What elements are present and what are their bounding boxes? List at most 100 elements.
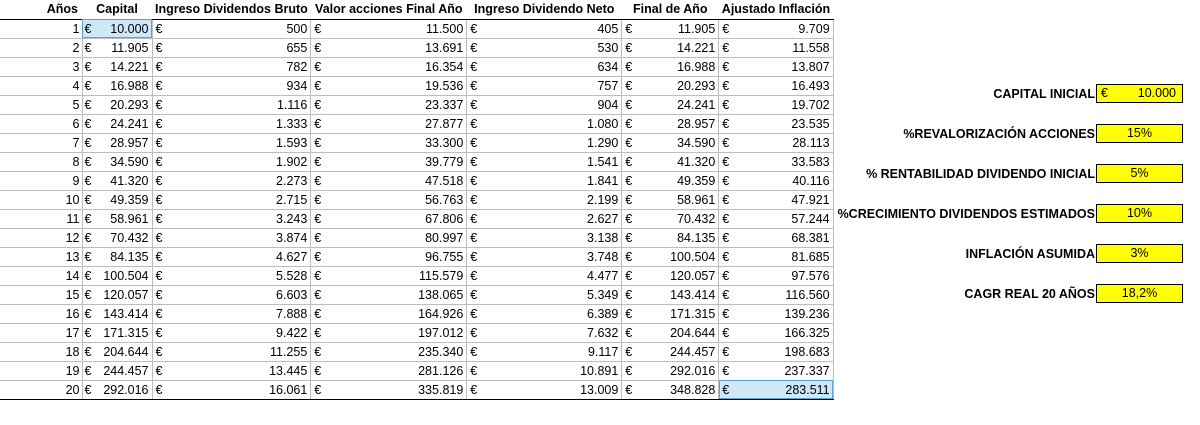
dividendos-bruto-cell[interactable]: €655 — [151, 37, 312, 58]
capital-cell[interactable]: €100.504 — [81, 265, 153, 286]
dividendo-neto-cell[interactable]: €10.891 — [466, 360, 623, 381]
final-ano-cell[interactable]: €16.988 — [621, 56, 720, 77]
valor-acciones-cell[interactable]: €47.518 — [310, 170, 468, 191]
final-ano-cell[interactable]: €84.135 — [621, 227, 720, 248]
ajustado-inflacion-cell[interactable]: €19.702 — [718, 94, 834, 115]
dividendos-bruto-cell[interactable]: €9.422 — [151, 322, 312, 343]
valor-acciones-cell[interactable]: €19.536 — [310, 75, 468, 96]
ajustado-inflacion-cell[interactable]: €283.511 — [718, 379, 834, 400]
year-cell[interactable]: 13 — [0, 246, 83, 267]
capital-cell[interactable]: €292.016 — [81, 379, 153, 400]
year-cell[interactable]: 1 — [0, 18, 83, 39]
dividendo-neto-cell[interactable]: €634 — [466, 56, 623, 77]
dividendo-neto-cell[interactable]: €405 — [466, 18, 623, 39]
dividendos-bruto-cell[interactable]: €3.874 — [151, 227, 312, 248]
final-ano-cell[interactable]: €41.320 — [621, 151, 720, 172]
year-cell[interactable]: 3 — [0, 56, 83, 77]
dividendo-neto-cell[interactable]: €2.199 — [466, 189, 623, 210]
final-ano-cell[interactable]: €11.905 — [621, 18, 720, 39]
dividendo-neto-cell[interactable]: €1.841 — [466, 170, 623, 191]
header-dividendos-bruto[interactable]: Ingreso Dividendos Bruto — [152, 0, 311, 20]
dividendos-bruto-cell[interactable]: €7.888 — [151, 303, 312, 324]
final-ano-cell[interactable]: €70.432 — [621, 208, 720, 229]
year-cell[interactable]: 19 — [0, 360, 83, 381]
ajustado-inflacion-cell[interactable]: €47.921 — [718, 189, 834, 210]
capital-cell[interactable]: €28.957 — [81, 132, 153, 153]
final-ano-cell[interactable]: €204.644 — [621, 322, 720, 343]
param-value-cell[interactable]: 15% — [1096, 124, 1183, 143]
dividendos-bruto-cell[interactable]: €1.333 — [151, 113, 312, 134]
final-ano-cell[interactable]: €348.828 — [621, 379, 720, 400]
capital-cell[interactable]: €34.590 — [81, 151, 153, 172]
valor-acciones-cell[interactable]: €11.500 — [310, 18, 468, 39]
dividendo-neto-cell[interactable]: €757 — [466, 75, 623, 96]
ajustado-inflacion-cell[interactable]: €68.381 — [718, 227, 834, 248]
dividendo-neto-cell[interactable]: €1.290 — [466, 132, 623, 153]
param-value-cell[interactable]: 3% — [1096, 244, 1183, 263]
dividendos-bruto-cell[interactable]: €2.715 — [151, 189, 312, 210]
valor-acciones-cell[interactable]: €197.012 — [310, 322, 468, 343]
final-ano-cell[interactable]: €244.457 — [621, 341, 720, 362]
dividendos-bruto-cell[interactable]: €1.902 — [151, 151, 312, 172]
dividendos-bruto-cell[interactable]: €1.116 — [151, 94, 312, 115]
dividendos-bruto-cell[interactable]: €934 — [151, 75, 312, 96]
capital-cell[interactable]: €143.414 — [81, 303, 153, 324]
capital-cell[interactable]: €120.057 — [81, 284, 153, 305]
param-value-cell[interactable]: 5% — [1096, 164, 1183, 183]
dividendos-bruto-cell[interactable]: €5.528 — [151, 265, 312, 286]
valor-acciones-cell[interactable]: €235.340 — [310, 341, 468, 362]
valor-acciones-cell[interactable]: €80.997 — [310, 227, 468, 248]
year-cell[interactable]: 7 — [0, 132, 83, 153]
year-cell[interactable]: 4 — [0, 75, 83, 96]
year-cell[interactable]: 9 — [0, 170, 83, 191]
ajustado-inflacion-cell[interactable]: €16.493 — [718, 75, 834, 96]
dividendos-bruto-cell[interactable]: €782 — [151, 56, 312, 77]
final-ano-cell[interactable]: €100.504 — [621, 246, 720, 267]
ajustado-inflacion-cell[interactable]: €116.560 — [718, 284, 834, 305]
year-cell[interactable]: 12 — [0, 227, 83, 248]
ajustado-inflacion-cell[interactable]: €40.116 — [718, 170, 834, 191]
final-ano-cell[interactable]: €171.315 — [621, 303, 720, 324]
dividendo-neto-cell[interactable]: €6.389 — [466, 303, 623, 324]
valor-acciones-cell[interactable]: €96.755 — [310, 246, 468, 267]
header-ajustado-inflacion[interactable]: Ajustado Inflación — [718, 0, 834, 20]
year-cell[interactable]: 11 — [0, 208, 83, 229]
dividendo-neto-cell[interactable]: €7.632 — [466, 322, 623, 343]
capital-cell[interactable]: €16.988 — [81, 75, 153, 96]
ajustado-inflacion-cell[interactable]: €237.337 — [718, 360, 834, 381]
final-ano-cell[interactable]: €14.221 — [621, 37, 720, 58]
capital-cell[interactable]: €171.315 — [81, 322, 153, 343]
final-ano-cell[interactable]: €143.414 — [621, 284, 720, 305]
dividendos-bruto-cell[interactable]: €4.627 — [151, 246, 312, 267]
year-cell[interactable]: 6 — [0, 113, 83, 134]
dividendos-bruto-cell[interactable]: €2.273 — [151, 170, 312, 191]
valor-acciones-cell[interactable]: €138.065 — [310, 284, 468, 305]
param-value-cell[interactable]: €10.000 — [1096, 84, 1183, 103]
header-final-ano[interactable]: Final de Año — [621, 0, 719, 20]
capital-cell[interactable]: €10.000 — [81, 18, 153, 39]
header-anos[interactable]: Años — [0, 0, 82, 20]
dividendos-bruto-cell[interactable]: €6.603 — [151, 284, 312, 305]
capital-cell[interactable]: €58.961 — [81, 208, 153, 229]
ajustado-inflacion-cell[interactable]: €166.325 — [718, 322, 834, 343]
valor-acciones-cell[interactable]: €115.579 — [310, 265, 468, 286]
valor-acciones-cell[interactable]: €27.877 — [310, 113, 468, 134]
year-cell[interactable]: 8 — [0, 151, 83, 172]
ajustado-inflacion-cell[interactable]: €11.558 — [718, 37, 834, 58]
final-ano-cell[interactable]: €49.359 — [621, 170, 720, 191]
dividendo-neto-cell[interactable]: €3.748 — [466, 246, 623, 267]
dividendo-neto-cell[interactable]: €1.080 — [466, 113, 623, 134]
final-ano-cell[interactable]: €120.057 — [621, 265, 720, 286]
dividendo-neto-cell[interactable]: €9.117 — [466, 341, 623, 362]
header-dividendo-neto[interactable]: Ingreso Dividendo Neto — [466, 0, 622, 20]
header-valor-acciones[interactable]: Valor acciones Final Año — [310, 0, 467, 20]
year-cell[interactable]: 15 — [0, 284, 83, 305]
dividendos-bruto-cell[interactable]: €500 — [151, 18, 312, 39]
ajustado-inflacion-cell[interactable]: €81.685 — [718, 246, 834, 267]
valor-acciones-cell[interactable]: €164.926 — [310, 303, 468, 324]
ajustado-inflacion-cell[interactable]: €9.709 — [718, 18, 834, 39]
year-cell[interactable]: 16 — [0, 303, 83, 324]
year-cell[interactable]: 17 — [0, 322, 83, 343]
ajustado-inflacion-cell[interactable]: €97.576 — [718, 265, 834, 286]
capital-cell[interactable]: €14.221 — [81, 56, 153, 77]
